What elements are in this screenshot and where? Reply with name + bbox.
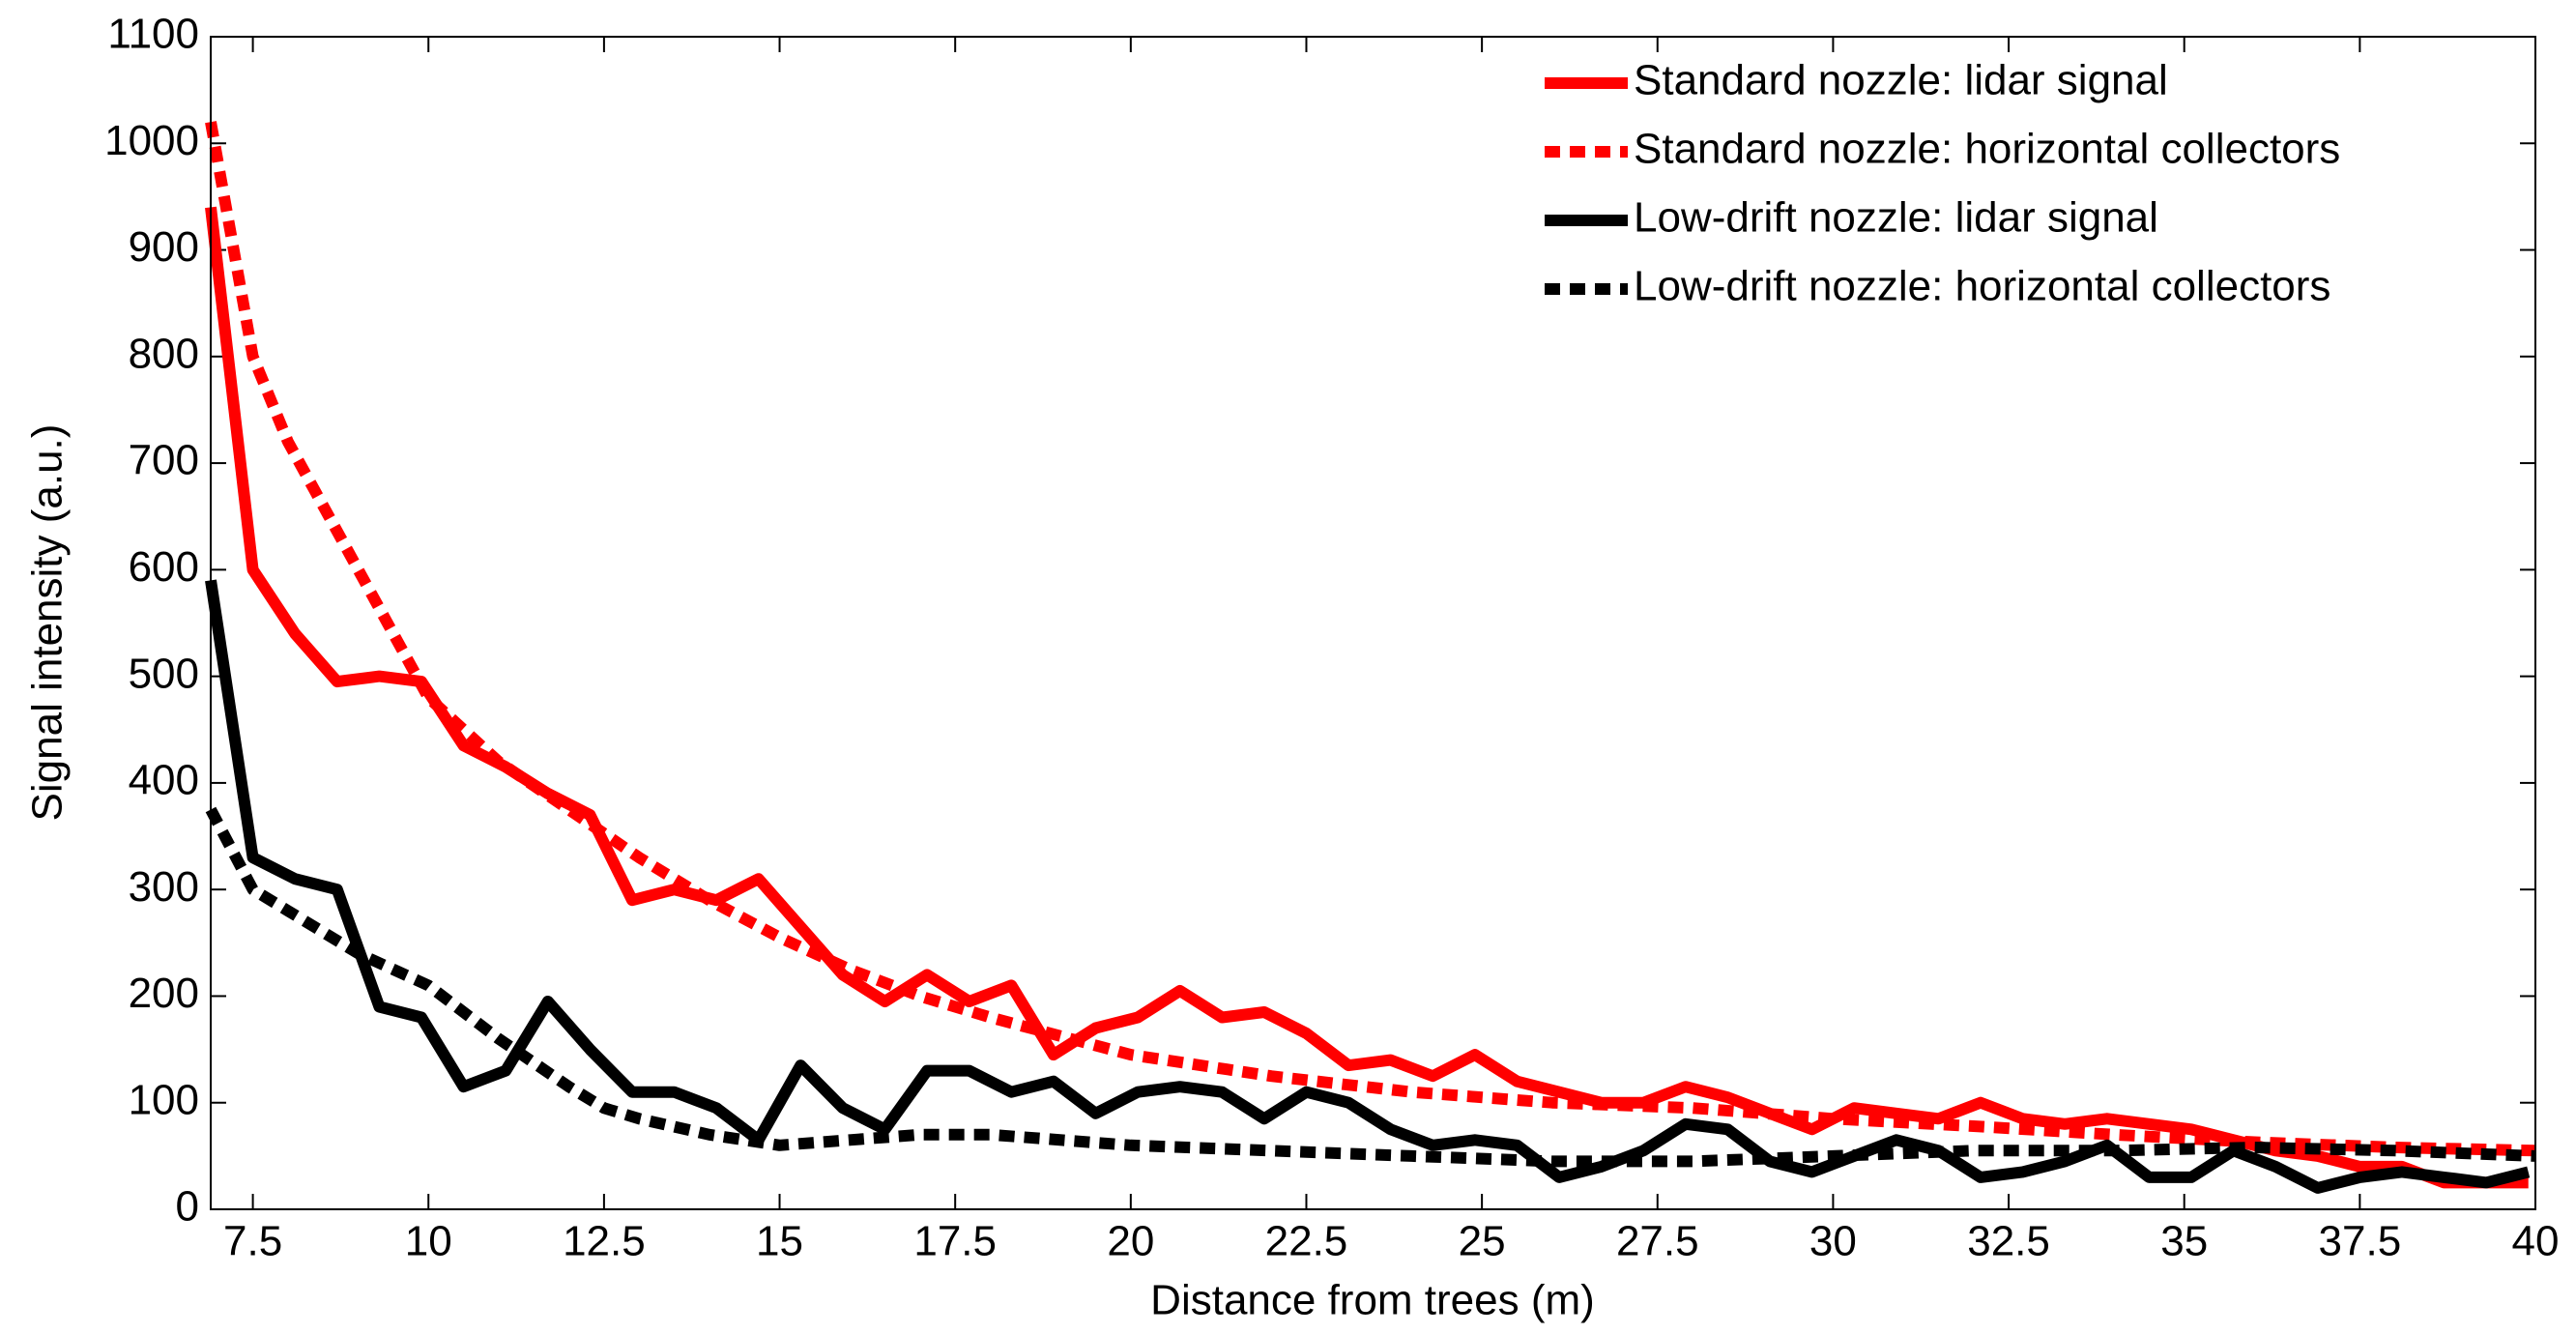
y-tick-label: 600	[129, 543, 199, 591]
x-tick-label: 32.5	[1967, 1218, 2050, 1265]
x-tick-label: 10	[405, 1218, 452, 1265]
y-tick-label: 300	[129, 863, 199, 911]
y-tick-label: 1000	[104, 117, 199, 164]
legend-label: Low-drift nozzle: horizontal collectors	[1634, 263, 2330, 310]
x-tick-label: 37.5	[2319, 1218, 2402, 1265]
legend-label: Standard nozzle: horizontal collectors	[1634, 126, 2340, 173]
y-tick-label: 500	[129, 650, 199, 697]
y-tick-label: 400	[129, 757, 199, 804]
x-tick-label: 27.5	[1616, 1218, 1699, 1265]
y-tick-label: 700	[129, 437, 199, 484]
series-line	[205, 206, 2529, 1189]
x-tick-label: 35	[2160, 1218, 2208, 1265]
series-line	[205, 121, 2536, 1157]
series-line	[205, 579, 2531, 1194]
x-tick-label: 15	[756, 1218, 803, 1265]
x-tick-label: 30	[1809, 1218, 1857, 1265]
y-tick-label: 1100	[107, 11, 199, 58]
x-tick-label: 22.5	[1265, 1218, 1348, 1265]
y-tick-label: 900	[129, 223, 199, 271]
series-line	[205, 806, 2536, 1168]
y-tick-label: 200	[129, 970, 199, 1017]
x-tick-label: 25	[1459, 1218, 1506, 1265]
x-tick-label: 17.5	[913, 1218, 997, 1265]
x-axis-label: Distance from trees (m)	[1150, 1277, 1595, 1324]
y-tick-label: 0	[176, 1183, 199, 1231]
y-axis-label: Signal intensity (a.u.)	[24, 424, 72, 822]
plot-frame	[210, 36, 2536, 1210]
y-tick-label: 800	[129, 330, 199, 377]
x-tick-label: 40	[2512, 1218, 2560, 1265]
x-tick-label: 12.5	[563, 1218, 646, 1265]
legend-label: Standard nozzle: lidar signal	[1634, 57, 2168, 104]
x-tick-label: 20	[1107, 1218, 1154, 1265]
legend-label: Low-drift nozzle: lidar signal	[1634, 194, 2158, 242]
y-tick-label: 100	[129, 1076, 199, 1123]
x-tick-label: 7.5	[223, 1218, 282, 1265]
